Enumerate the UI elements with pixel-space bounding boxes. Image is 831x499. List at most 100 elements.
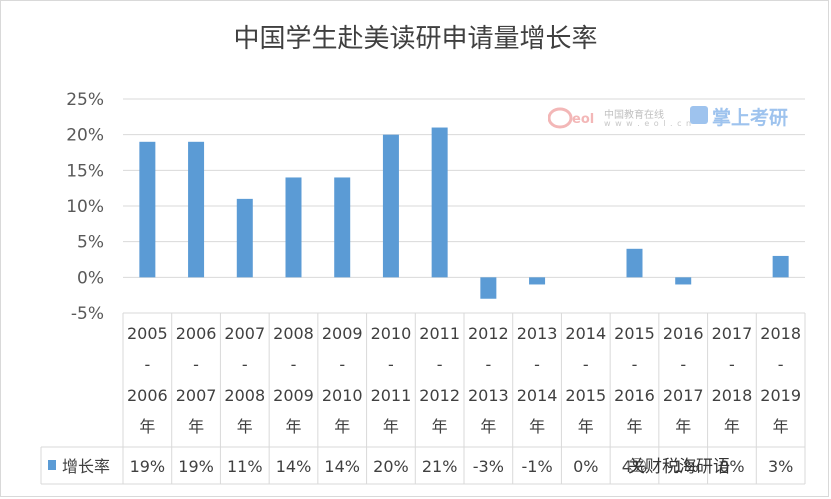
category-label: - [242, 355, 248, 374]
category-label: 2009 [273, 386, 314, 405]
category-label: 年 [675, 417, 691, 436]
category-label: 2012 [468, 324, 509, 343]
category-label: 2016 [614, 386, 655, 405]
category-label: - [193, 355, 199, 374]
category-label: 2010 [371, 324, 412, 343]
category-label: 2008 [224, 386, 265, 405]
data-label: 3% [768, 457, 793, 476]
bar [382, 134, 399, 278]
data-label: 0% [573, 457, 598, 476]
category-label: 2018 [712, 386, 753, 405]
category-label: - [729, 355, 735, 374]
data-label: 14% [324, 457, 360, 476]
category-label: 2019 [760, 386, 801, 405]
category-label: 2006 [176, 324, 217, 343]
category-label: - [680, 355, 686, 374]
data-label: 21% [422, 457, 458, 476]
category-label: - [388, 355, 394, 374]
data-label: 14% [276, 457, 312, 476]
bar [529, 277, 546, 285]
bar [236, 198, 253, 278]
bar [431, 127, 448, 278]
category-label: - [339, 355, 345, 374]
data-label: -1% [668, 457, 699, 476]
category-label: 2012 [419, 386, 460, 405]
watermark-partner: 掌上考研 [712, 107, 789, 129]
category-label: 2016 [663, 324, 704, 343]
data-label: 11% [227, 457, 263, 476]
y-tick-label: 5% [77, 233, 104, 253]
bar [285, 177, 302, 278]
data-label: 19% [130, 457, 166, 476]
category-label: - [778, 355, 784, 374]
chart-title: 中国学生赴美读研申请量增长率 [233, 24, 598, 54]
eol-logo: eol [548, 104, 594, 130]
category-label: 年 [773, 417, 789, 436]
category-label: 2007 [224, 324, 265, 343]
category-label: 2007 [176, 386, 217, 405]
category-label: 年 [383, 417, 399, 436]
bar [334, 177, 351, 278]
category-label: - [632, 355, 638, 374]
category-label: 年 [480, 417, 496, 436]
category-label: 2009 [322, 324, 363, 343]
category-label: 2015 [614, 324, 655, 343]
category-label: 年 [334, 417, 350, 436]
bar [772, 255, 789, 278]
y-tick-label: 25% [66, 90, 104, 110]
category-label: 2005 [127, 324, 168, 343]
y-tick-label: 20% [66, 126, 104, 146]
data-label: 19% [178, 457, 214, 476]
category-label: - [534, 355, 540, 374]
category-label: 年 [578, 417, 594, 436]
category-label: 2015 [565, 386, 606, 405]
legend-label: 增长率 [62, 457, 110, 476]
legend-swatch [48, 460, 56, 470]
category-label: 2017 [663, 386, 704, 405]
category-label: 2011 [419, 324, 460, 343]
category-label: 2010 [322, 386, 363, 405]
category-label: 年 [237, 417, 253, 436]
data-label: -1% [521, 457, 552, 476]
bar [480, 277, 497, 299]
category-label: 年 [529, 417, 545, 436]
category-label: - [437, 355, 443, 374]
partner-logo-icon [690, 106, 708, 124]
category-label: - [291, 355, 297, 374]
category-label: 2013 [468, 386, 509, 405]
category-label: 2014 [565, 324, 606, 343]
category-label: 年 [188, 417, 204, 436]
category-label: 年 [724, 417, 740, 436]
bar [626, 248, 643, 278]
category-label: 年 [626, 417, 642, 436]
eol-logo-text: eol [572, 112, 594, 127]
category-label: 2011 [371, 386, 412, 405]
data-label: 20% [373, 457, 409, 476]
y-tick-label: 10% [66, 197, 104, 217]
watermark-domain: w w w . e o l . c n [604, 119, 693, 128]
category-label: - [583, 355, 589, 374]
y-tick-label: 15% [66, 161, 104, 181]
bar [139, 141, 156, 278]
category-label: 2017 [712, 324, 753, 343]
category-label: 年 [432, 417, 448, 436]
bar [188, 141, 205, 278]
data-label: 0% [719, 457, 744, 476]
account-name: 关财税海研语 [628, 457, 730, 477]
wechat-icon [628, 458, 646, 472]
y-tick-label: 0% [77, 268, 104, 288]
bar [675, 277, 692, 285]
category-label: 2018 [760, 324, 801, 343]
category-label: 年 [139, 417, 155, 436]
category-label: - [485, 355, 491, 374]
category-label: 2006 [127, 386, 168, 405]
category-label: 2008 [273, 324, 314, 343]
watermark-brand: 中国教育在线 [604, 110, 664, 121]
data-label: -3% [473, 457, 504, 476]
category-label: - [144, 355, 150, 374]
category-label: 2013 [517, 324, 558, 343]
category-label: 年 [285, 417, 301, 436]
y-tick-label: -5% [71, 304, 104, 324]
